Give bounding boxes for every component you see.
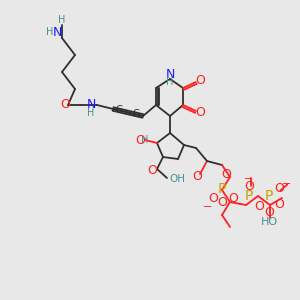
Text: O: O <box>195 106 205 119</box>
Text: P: P <box>245 189 253 203</box>
Text: O: O <box>264 206 274 220</box>
Text: −: − <box>203 202 213 212</box>
Text: P: P <box>218 182 226 196</box>
Text: −: − <box>282 179 292 189</box>
Text: O: O <box>274 182 284 196</box>
Text: OH: OH <box>169 174 185 184</box>
Text: −: − <box>244 174 254 184</box>
Text: O: O <box>254 200 264 212</box>
Text: O: O <box>244 179 254 193</box>
Text: O: O <box>217 196 227 208</box>
Text: C: C <box>133 109 140 119</box>
Text: C: C <box>116 105 122 115</box>
Text: H: H <box>46 27 54 37</box>
Text: O: O <box>208 193 218 206</box>
Text: O: O <box>135 134 145 146</box>
Text: H: H <box>87 108 95 118</box>
Text: −: − <box>238 200 248 210</box>
Text: O: O <box>60 98 70 112</box>
Text: O: O <box>228 193 238 206</box>
Text: N: N <box>86 98 96 112</box>
Text: H: H <box>166 77 174 87</box>
Text: HO: HO <box>260 217 278 227</box>
Text: P: P <box>265 189 273 203</box>
Text: N: N <box>165 68 175 80</box>
Text: O: O <box>192 169 202 182</box>
Text: O: O <box>221 169 231 182</box>
Text: N: N <box>52 26 62 38</box>
Text: H: H <box>141 135 149 145</box>
Text: H: H <box>58 15 66 25</box>
Text: O: O <box>147 164 157 176</box>
Text: O: O <box>195 74 205 86</box>
Text: O: O <box>274 199 284 212</box>
